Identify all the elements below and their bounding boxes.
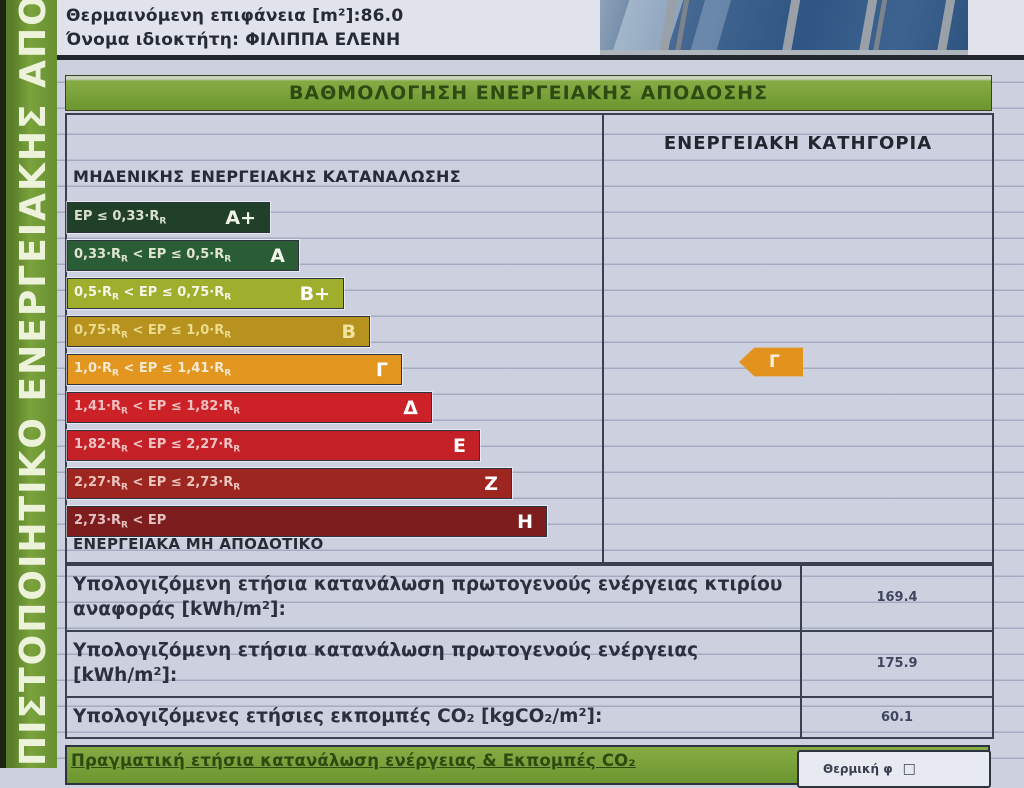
band-range: 0,33·RR < EP ≤ 0,5·RR [74, 246, 232, 265]
rating-band-B: 0,75·RR < EP ≤ 1,0·RR B [67, 316, 370, 347]
band-range: 1,82·RR < EP ≤ 2,27·RR [74, 436, 241, 455]
window-mullion [777, 0, 802, 57]
band-range: 1,41·RR < EP ≤ 1,82·RR [74, 398, 241, 417]
row-label: Υπολογιζόμενη ετήσια κατανάλωση πρωτογεν… [67, 566, 802, 630]
rating-band-Δ: 1,41·RR < EP ≤ 1,82·RR Δ [67, 392, 432, 423]
owner-label: Όνομα ιδιοκτήτη: [66, 30, 240, 50]
band-range: 0,75·RR < EP ≤ 1,0·RR [74, 322, 232, 341]
band-grade: E [453, 434, 466, 457]
certificate-sidebar: ΠΙΣΤΟΠΟΙΗΤΙΚΟ ΕΝΕΡΓΕΙΑΚΗΣ ΑΠΟΔ [0, 0, 57, 768]
footer-checkbox-label: Θερμική φ [823, 762, 893, 776]
band-range: 2,73·RR < EP [74, 512, 167, 531]
footer-checkbox-panel: Θερμική φ □ [797, 750, 991, 788]
row-label: Υπολογιζόμενες ετήσιες εκπομπές CO₂ [kgC… [67, 697, 802, 737]
heated-area-line: Θερμαινόμενη επιφάνεια [m²]:86.0 [66, 6, 403, 26]
rating-band-Z: 2,27·RR < EP ≤ 2,73·RR Z [67, 468, 512, 499]
current-category-arrow: Γ [739, 347, 803, 377]
band-grade: B [341, 320, 356, 343]
section-title-band: ΒΑΘΜΟΛΟΓΗΣΗ ΕΝΕΡΓΕΙΑΚΗΣ ΑΠΟΔΟΣΗΣ [65, 75, 992, 111]
table-row: Υπολογιζόμενη ετήσια κατανάλωση πρωτογεν… [67, 566, 992, 632]
rating-band-B+: 0,5·RR < EP ≤ 0,75·RR B+ [67, 278, 344, 309]
current-category-letter: Γ [769, 352, 780, 372]
band-range: 1,0·RR < EP ≤ 1,41·RR [74, 360, 232, 379]
rating-band-Γ: 1,0·RR < EP ≤ 1,41·RR Γ [67, 354, 402, 385]
window-mullion [932, 0, 957, 57]
table-row: Υπολογιζόμενη ετήσια κατανάλωση πρωτογεν… [67, 631, 992, 698]
rating-bands: EP ≤ 0,33·RR A+ 0,33·RR < EP ≤ 0,5·RR A 0,5·… [67, 202, 602, 544]
band-grade: Z [484, 472, 498, 495]
calculation-table: Υπολογιζόμενη ετήσια κατανάλωση πρωτογεν… [65, 563, 994, 739]
certificate-vertical-title: ΠΙΣΤΟΠΟΙΗΤΙΚΟ ΕΝΕΡΓΕΙΑΚΗΣ ΑΠΟΔ [13, 0, 54, 766]
section-title: ΒΑΘΜΟΛΟΓΗΣΗ ΕΝΕΡΓΕΙΑΚΗΣ ΑΠΟΔΟΣΗΣ [288, 82, 769, 104]
band-range: EP ≤ 0,33·RR [74, 208, 167, 227]
band-grade: A [270, 244, 285, 267]
band-grade: B+ [299, 282, 330, 305]
owner-line: Όνομα ιδιοκτήτη: ΦΙΛΙΠΠΑ ΕΛΕΝΗ [66, 30, 400, 50]
band-grade: Δ [403, 396, 418, 419]
heated-area-value: 86.0 [360, 6, 404, 26]
row-label: Υπολογιζόμενη ετήσια κατανάλωση πρωτογεν… [67, 631, 802, 696]
table-row: Υπολογιζόμενες ετήσιες εκπομπές CO₂ [kgC… [67, 697, 992, 737]
rating-band-A: 0,33·RR < EP ≤ 0,5·RR A [67, 240, 299, 271]
heated-area-label: Θερμαινόμενη επιφάνεια [m²]: [66, 6, 361, 26]
header-divider-line [0, 55, 1024, 60]
building-photo [600, 0, 968, 57]
actual-consumption-label: Πραγματική ετήσια κατανάλωση ενέργειας &… [71, 751, 636, 770]
glass-reflection [682, 0, 734, 57]
rating-band-A+: EP ≤ 0,33·RR A+ [67, 202, 270, 233]
energy-rating-box: ΕΝΕΡΓΕΙΑΚΗ ΚΑΤΗΓΟΡΙΑ ΜΗΔΕΝΙΚΗΣ ΕΝΕΡΓΕΙΑΚ… [65, 113, 994, 564]
rating-band-H: 2,73·RR < EP H [67, 506, 547, 537]
checkbox-icon: □ [902, 761, 916, 777]
band-range: 0,5·RR < EP ≤ 0,75·RR [74, 284, 232, 303]
rating-vertical-divider [602, 115, 604, 562]
band-grade: H [517, 510, 533, 533]
building-ledge [600, 50, 968, 57]
rating-band-E: 1,82·RR < EP ≤ 2,27·RR E [67, 430, 480, 461]
energy-category-header: ΕΝΕΡΓΕΙΑΚΗ ΚΑΤΗΓΟΡΙΑ [663, 133, 933, 154]
row-value: 169.4 [876, 590, 918, 606]
band-grade: A+ [225, 206, 256, 229]
row-value: 175.9 [876, 656, 918, 672]
row-value: 60.1 [880, 709, 914, 725]
non-efficient-label: ΕΝΕΡΓΕΙΑΚΑ ΜΗ ΑΠΟΔΟΤΙΚΟ [73, 535, 324, 553]
band-range: 2,27·RR < EP ≤ 2,73·RR [74, 474, 241, 493]
zero-consumption-label: ΜΗΔΕΝΙΚΗΣ ΕΝΕΡΓΕΙΑΚΗΣ ΚΑΤΑΝΑΛΩΣΗΣ [73, 167, 461, 186]
band-grade: Γ [375, 358, 388, 381]
owner-value: ΦΙΛΙΠΠΑ ΕΛΕΝΗ [245, 30, 401, 50]
actual-consumption-band: Πραγματική ετήσια κατανάλωση ενέργειας &… [65, 745, 991, 788]
